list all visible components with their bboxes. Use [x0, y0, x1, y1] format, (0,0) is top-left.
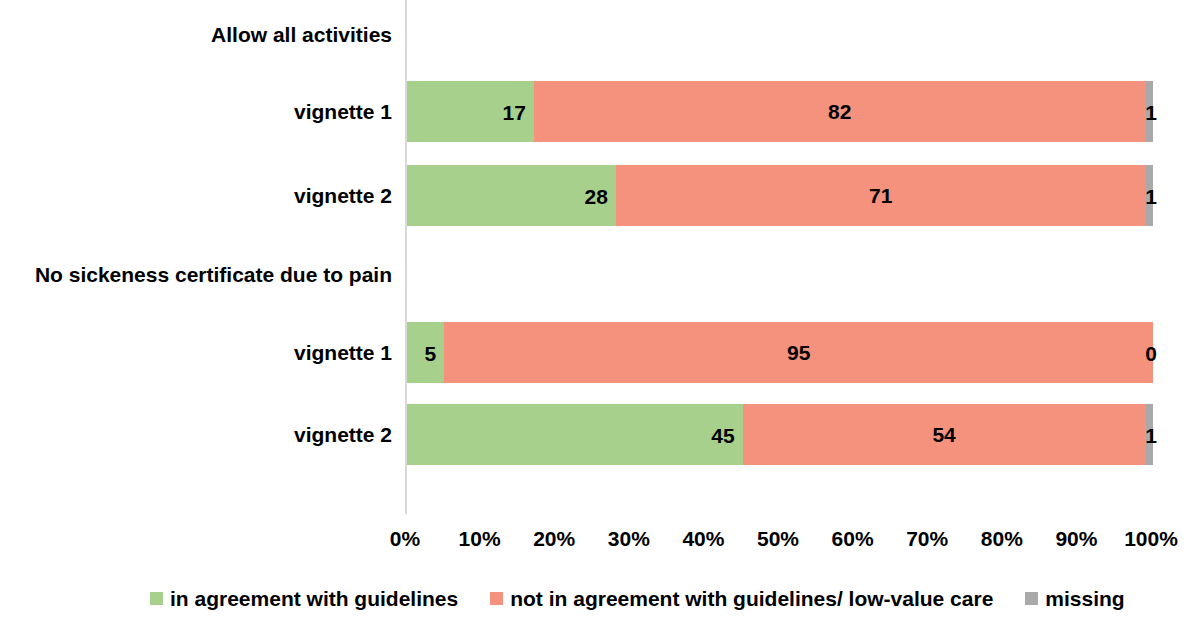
x-tick-label: 30%	[587, 527, 671, 551]
x-tick-label: 50%	[736, 527, 820, 551]
legend-label: missing	[1045, 586, 1124, 611]
bar-segment-agree: 5	[407, 322, 444, 383]
group-label: No sickeness certificate due to pain	[0, 254, 392, 296]
stacked-bar-chart: Allow all activities vignette 1 17 82 1 vigne…	[0, 0, 1200, 637]
x-tick-label: 90%	[1034, 527, 1118, 551]
x-tick-label: 60%	[811, 527, 895, 551]
value-label: 45	[711, 424, 734, 445]
legend-swatch-icon	[490, 592, 503, 605]
bar-segment-agree: 28	[407, 165, 616, 226]
legend-label: not in agreement with guidelines/ low-va…	[510, 586, 993, 611]
value-label-missing: 1	[1145, 101, 1157, 122]
row-label: vignette 2	[0, 165, 392, 226]
value-label: 28	[585, 185, 608, 206]
x-tick-label: 40%	[661, 527, 745, 551]
value-label: 5	[425, 342, 437, 363]
x-tick-label: 100%	[1109, 527, 1193, 551]
bar-segment-low-value: 95	[444, 322, 1153, 383]
value-label: 82	[828, 101, 851, 122]
chart-canvas: Allow all activities vignette 1 17 82 1 vigne…	[0, 0, 1200, 637]
group-label: Allow all activities	[0, 14, 392, 56]
chart-legend: in agreement with guidelines not in agree…	[150, 586, 1125, 611]
bar-segment-low-value: 71	[616, 165, 1146, 226]
value-label-missing: 0	[1145, 342, 1157, 363]
value-label: 17	[502, 101, 525, 122]
bar-segment-agree: 17	[407, 81, 534, 142]
value-label-missing: 1	[1145, 424, 1157, 445]
row-label: vignette 2	[0, 404, 392, 465]
value-label-missing: 1	[1145, 185, 1157, 206]
bar-segment-agree: 45	[407, 404, 743, 465]
row-label: vignette 1	[0, 322, 392, 383]
legend-item: in agreement with guidelines	[150, 586, 458, 611]
x-tick-label: 70%	[885, 527, 969, 551]
value-label: 54	[932, 424, 955, 445]
legend-swatch-icon	[1025, 592, 1038, 605]
value-label: 71	[869, 185, 892, 206]
legend-item: not in agreement with guidelines/ low-va…	[490, 586, 993, 611]
x-tick-label: 0%	[363, 527, 447, 551]
x-tick-label: 10%	[438, 527, 522, 551]
value-label: 95	[787, 342, 810, 363]
stacked-bar-row: 5950	[407, 322, 1153, 383]
x-tick-label: 20%	[512, 527, 596, 551]
bar-segment-low-value: 82	[534, 81, 1146, 142]
stacked-bar-row: 17821	[407, 81, 1153, 142]
bar-segment-low-value: 54	[743, 404, 1146, 465]
row-label: vignette 1	[0, 81, 392, 142]
legend-label: in agreement with guidelines	[170, 586, 458, 611]
stacked-bar-row: 28711	[407, 165, 1153, 226]
stacked-bar-row: 45541	[407, 404, 1153, 465]
legend-swatch-icon	[150, 592, 163, 605]
legend-item: missing	[1025, 586, 1124, 611]
x-tick-label: 80%	[960, 527, 1044, 551]
